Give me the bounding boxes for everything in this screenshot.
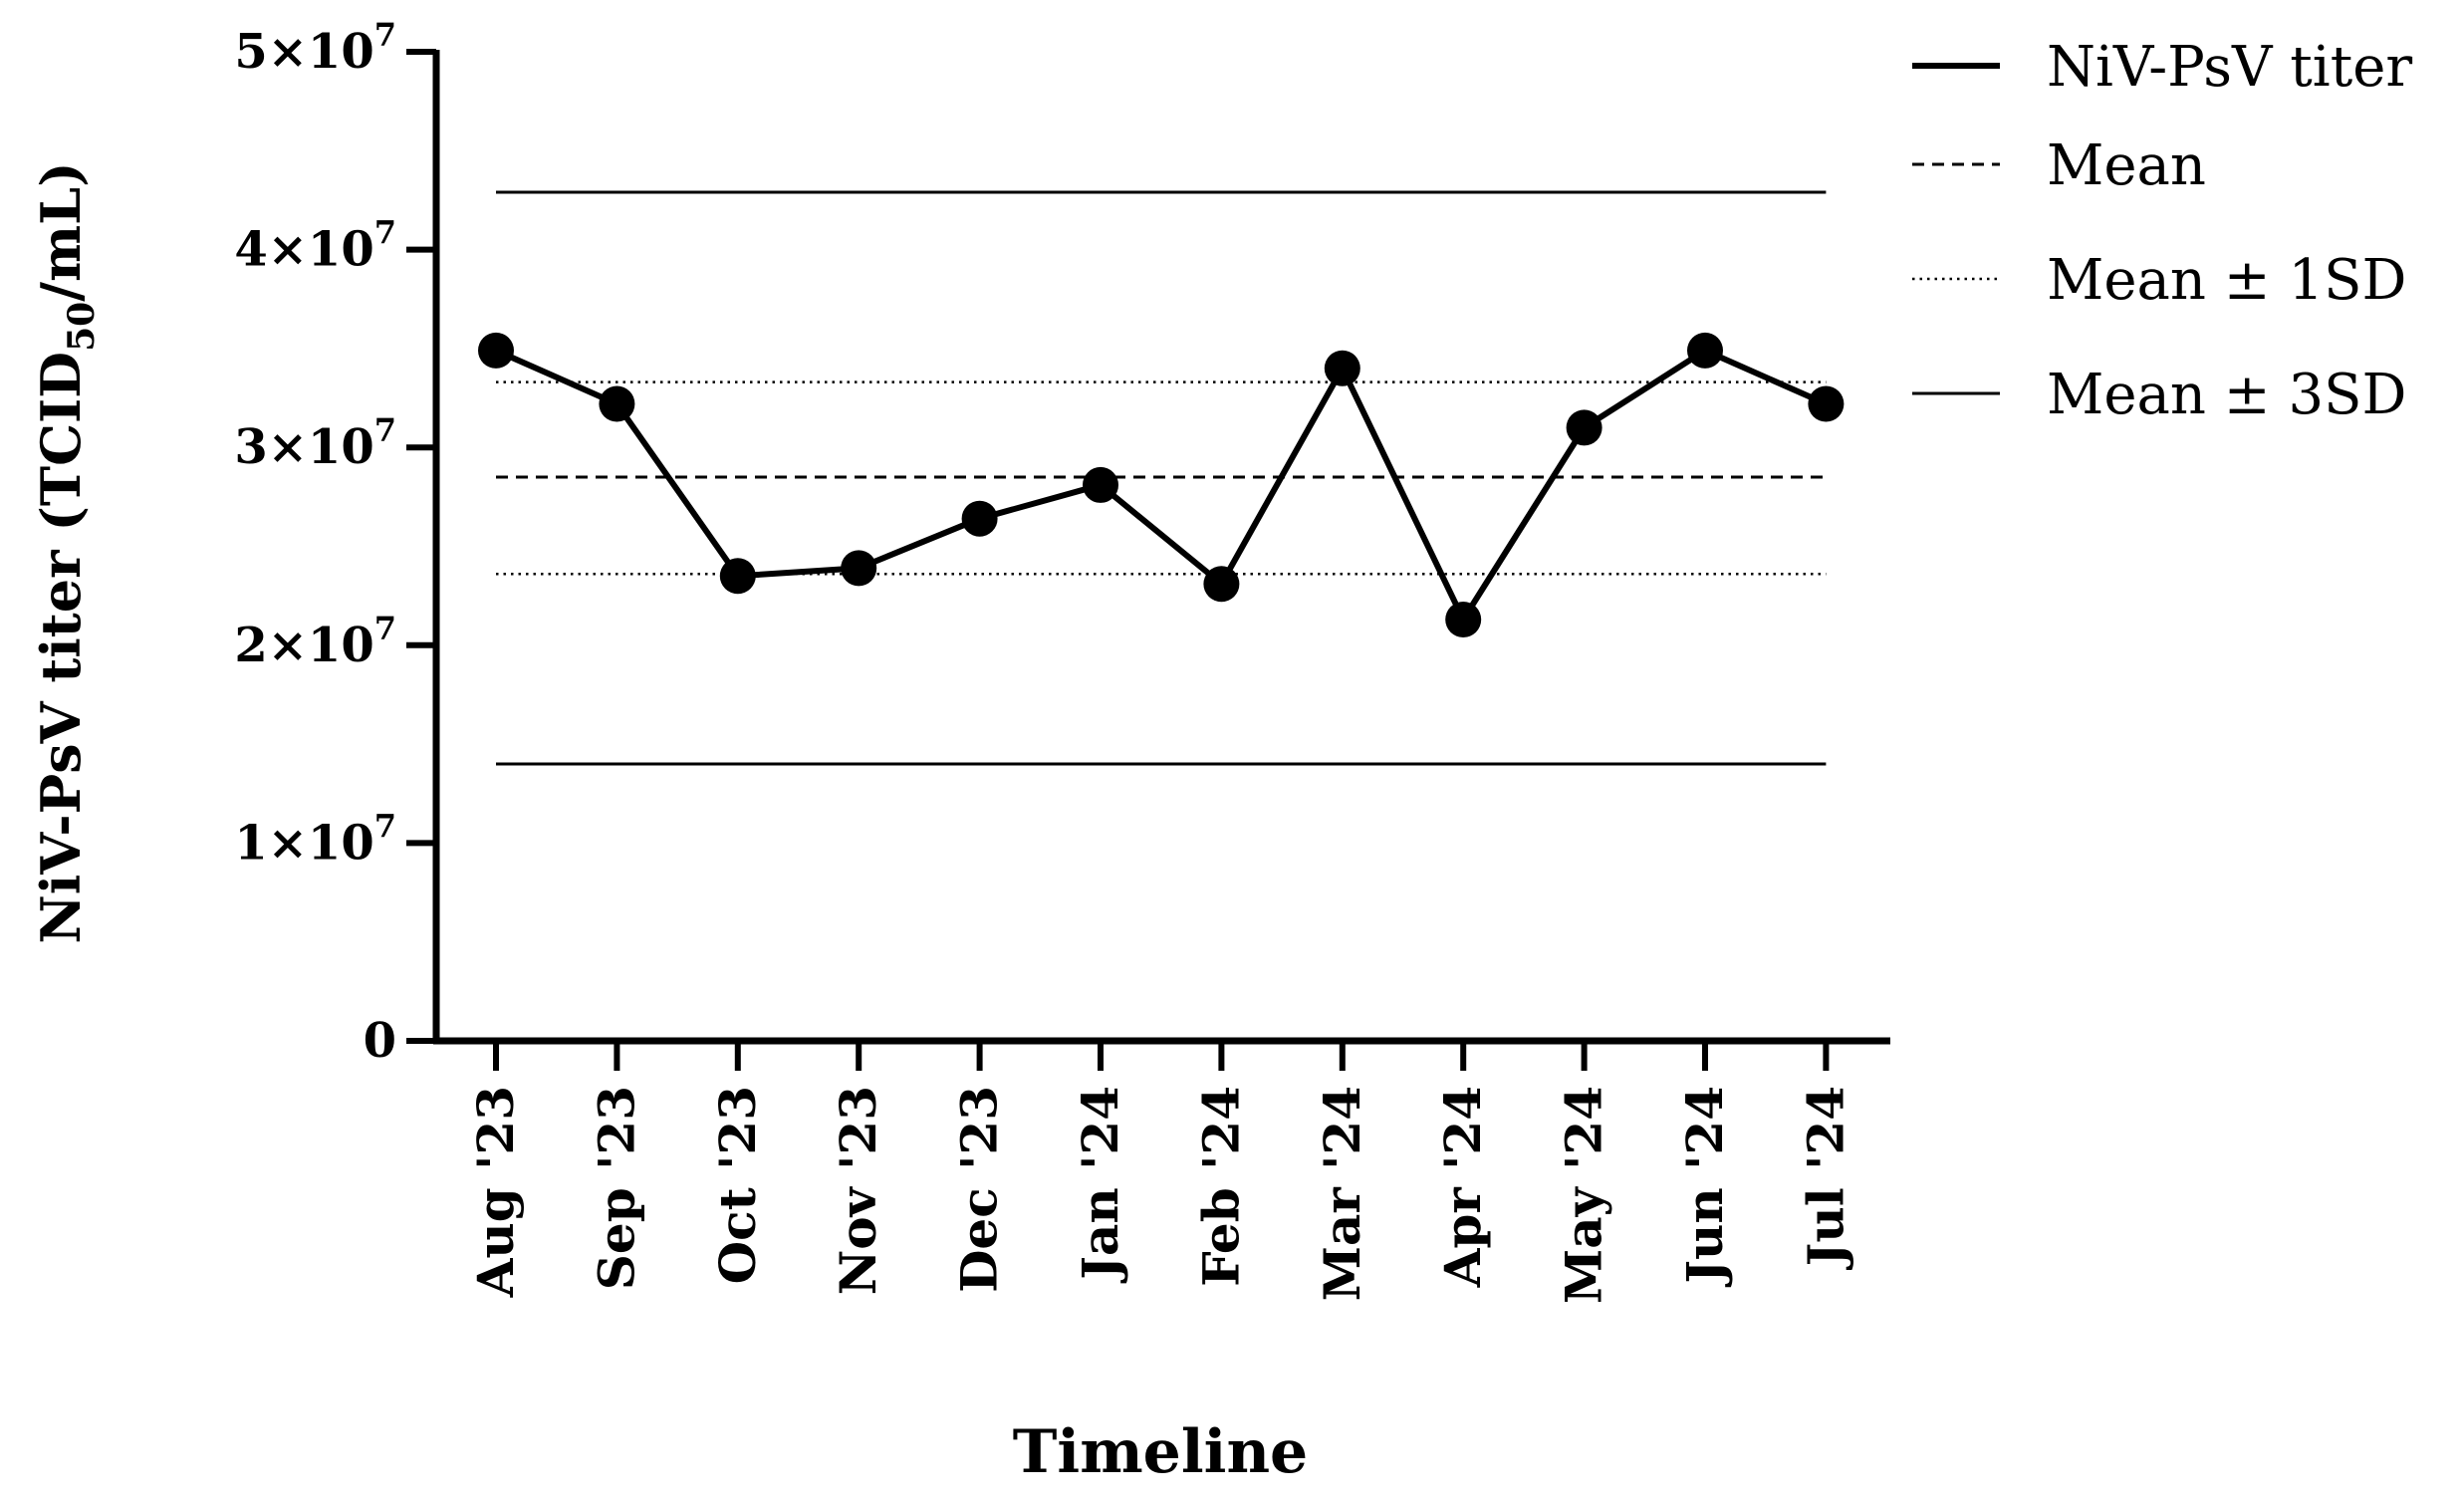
x-tick-label-1: Sep '23 [587,1086,645,1290]
y-tick-label-exp-1: 7 [374,807,396,845]
y-tick-label-exp-2: 7 [374,610,396,647]
x-tick-label-10: Jun '24 [1675,1086,1734,1288]
y-tick-label-base-4: 4×10 [234,222,373,278]
x-tick-label-3: Nov '23 [829,1086,887,1295]
data-point-0 [478,332,514,369]
y-tick-label-2: 2×107 [234,610,396,673]
y-tick-label-base-2: 2×10 [234,618,373,673]
x-axis-title: Timeline [1013,1417,1308,1487]
y-tick-label-5: 5×107 [234,16,396,80]
legend-label-1: Mean [2047,133,2206,198]
y-axis-title-prefix: NiV-PsV titer (TCID [29,352,93,944]
x-tick-label-2: Oct '23 [708,1086,767,1284]
legend: NiV-PsV titer Mean Mean ± 1SD Mean ± 3SD [1912,35,2412,427]
y-axis-title: NiV-PsV titer (TCID50/mL) [29,161,103,943]
x-tick-label-4: Dec '23 [950,1086,1009,1293]
x-tick-label-0: Aug '23 [466,1086,525,1298]
x-tick-label-8: Apr '24 [1433,1086,1492,1288]
data-point-2 [719,558,756,595]
x-tick-label-6: Feb '24 [1191,1086,1250,1287]
data-point-8 [1445,601,1482,637]
y-tick-label-base-1: 1×10 [234,815,373,871]
y-tick-label-exp-3: 7 [374,411,396,449]
y-tick-label-0: 0 [364,1013,396,1069]
data-point-9 [1566,409,1602,446]
data-point-10 [1687,332,1723,369]
y-tick-label-exp-4: 7 [374,214,396,252]
x-tick-label-9: May '24 [1555,1086,1613,1304]
y-tick-label-1: 1×107 [234,807,396,871]
legend-label-0: NiV-PsV titer [2047,35,2412,100]
y-tick-label-base-5: 5×10 [234,24,373,80]
data-point-7 [1324,350,1360,386]
y-axis-title-subscript: 50 [61,302,103,352]
data-point-1 [599,385,635,422]
series-line-niv-psv-titer [494,347,1828,623]
data-point-11 [1808,385,1845,422]
legend-label-3: Mean ± 3SD [2047,363,2406,427]
data-point-4 [961,500,998,537]
x-tick-label-11: Jul '24 [1796,1086,1854,1270]
data-point-3 [841,550,877,587]
x-tick-label-5: Jan '24 [1071,1086,1129,1284]
y-tick-label-exp-5: 7 [374,16,396,54]
y-tick-label-4: 4×107 [234,214,396,278]
y-tick-label-base-3: 3×10 [234,419,373,475]
legend-label-2: Mean ± 1SD [2047,248,2406,313]
x-tick-label-7: Mar '24 [1313,1086,1371,1301]
y-tick-label-3: 3×107 [234,411,396,475]
data-point-6 [1203,566,1240,603]
data-point-5 [1083,466,1118,503]
y-tick-label-base-0: 0 [364,1013,396,1069]
y-axis-title-suffix: /mL) [29,161,93,301]
